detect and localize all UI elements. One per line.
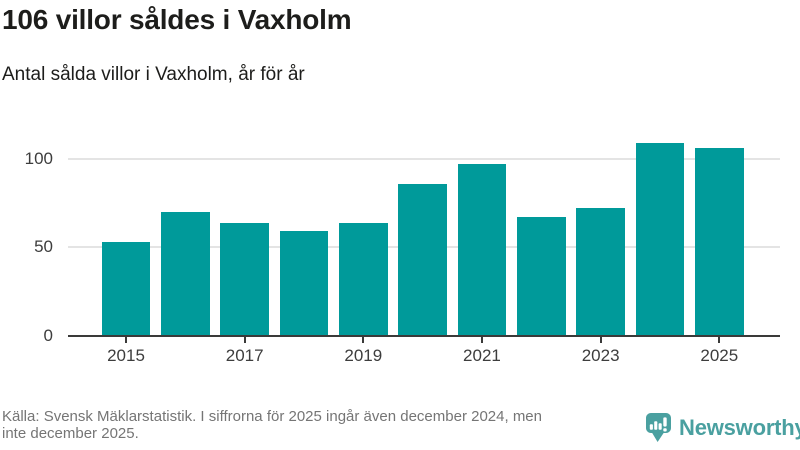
x-axis-label-2015: 2015 xyxy=(107,346,145,365)
bar-2016 xyxy=(161,211,210,336)
chart-subtitle: Antal sålda villor i Vaxholm, år för år xyxy=(2,64,305,85)
plot-area xyxy=(68,134,780,343)
source-note-line1: Källa: Svensk Mäklarstatistik. I siffror… xyxy=(2,408,542,425)
y-gridline-100 xyxy=(68,157,780,160)
y-axis-label-50: 50 xyxy=(34,237,53,257)
bar-2020 xyxy=(398,183,447,336)
x-axis-label-2021: 2021 xyxy=(463,346,501,365)
bar-2022 xyxy=(517,217,566,336)
x-axis-line xyxy=(68,335,780,337)
x-tick-2025 xyxy=(718,337,721,343)
x-tick-2021 xyxy=(480,337,483,343)
newsworthy-bubble-chart-icon xyxy=(646,413,671,442)
x-axis-label-2023: 2023 xyxy=(581,346,620,365)
bar-2017 xyxy=(220,222,269,336)
bar-2018 xyxy=(279,231,329,336)
newsworthy-wordmark: Newsworthy xyxy=(679,414,800,440)
x-tick-2023 xyxy=(599,337,602,343)
x-axis-label-2017: 2017 xyxy=(225,346,264,365)
x-tick-2017 xyxy=(243,337,246,343)
source-note-line2: inte december 2025. xyxy=(2,425,139,442)
bar-2015 xyxy=(101,242,151,336)
x-axis-label-2019: 2019 xyxy=(344,346,383,365)
y-axis-labels: 0 50 100 xyxy=(0,134,56,345)
chart-title: 106 villor såldes i Vaxholm xyxy=(2,4,352,35)
x-axis-labels: 2015 2017 2019 2021 2023 2025 xyxy=(68,346,780,368)
bar-2023 xyxy=(576,208,625,336)
source-note: Källa: Svensk Mäklarstatistik. I siffror… xyxy=(2,408,650,442)
x-tick-2015 xyxy=(125,337,127,343)
bar-2021 xyxy=(457,164,507,336)
x-tick-2019 xyxy=(362,337,365,343)
bar-2024 xyxy=(635,142,685,336)
y-axis-label-0: 0 xyxy=(43,326,53,345)
y-axis-label-100: 100 xyxy=(24,148,53,168)
newsworthy-logo: Newsworthy xyxy=(645,412,800,443)
x-axis-label-2025: 2025 xyxy=(700,346,739,365)
bar-2025 xyxy=(695,148,744,336)
bar-2019 xyxy=(339,222,388,336)
